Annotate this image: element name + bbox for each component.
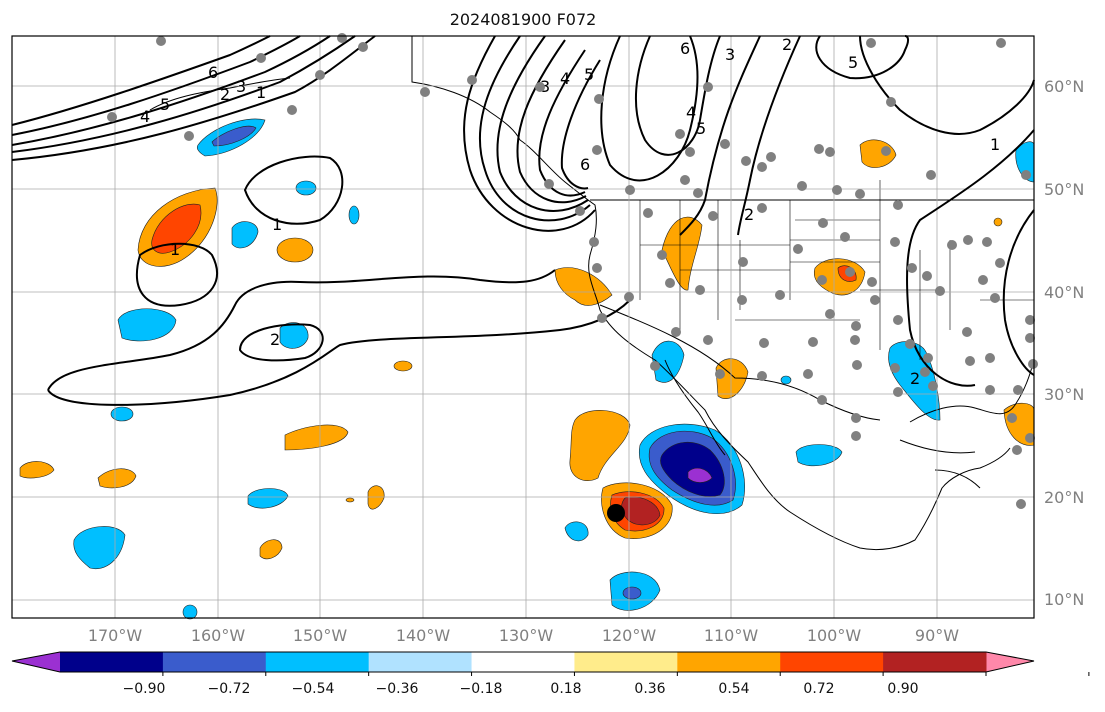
contour-label: 6 — [208, 63, 218, 82]
lat-label: 20°N — [1044, 488, 1085, 507]
colorbar-tick-label: −0.90 — [122, 681, 166, 697]
contour-label: 6 — [580, 155, 590, 174]
contour-label: 6 — [680, 39, 690, 58]
contour-label: 1 — [170, 240, 180, 259]
contour-label: 3 — [236, 77, 246, 96]
colorbar-tick-label: −0.54 — [291, 681, 335, 697]
colorbar-bin — [162, 652, 267, 672]
colorbar-tick-label: 0.36 — [634, 681, 666, 697]
map-title: 2024081900 F072 — [449, 10, 597, 29]
colorbar-bin — [265, 652, 370, 672]
lon-label: 160°W — [190, 626, 246, 645]
colorbar-bin — [780, 652, 884, 672]
colorbar-tick-label: 0.54 — [718, 681, 750, 697]
contour-label: 1 — [990, 135, 1000, 154]
lat-label: 60°N — [1044, 77, 1085, 96]
contour-label: 4 — [140, 107, 150, 126]
contour-label: 1 — [256, 83, 266, 102]
contour-label: 5 — [160, 95, 170, 114]
colorbar-bin — [471, 652, 575, 672]
contour-label: 1 — [272, 215, 282, 234]
contour-label: 3 — [540, 77, 550, 96]
colorbar-tick-label: −0.18 — [459, 681, 503, 697]
contour-label: 2 — [910, 369, 920, 388]
lon-label: 120°W — [601, 626, 657, 645]
colorbar-bin — [368, 652, 473, 672]
contour-label: 2 — [744, 205, 754, 224]
lon-label: 100°W — [806, 626, 862, 645]
lon-label: 170°W — [87, 626, 143, 645]
contour-label: 5 — [696, 119, 706, 138]
contour-lines — [11, 35, 1035, 406]
map-frame — [11, 35, 1035, 619]
colorbar-tick-label: 0.72 — [803, 681, 835, 697]
colorbar-outline — [11, 651, 1035, 673]
map-area — [12, 36, 1034, 618]
lon-label: 140°W — [395, 626, 451, 645]
colorbar-extend-high — [986, 652, 1034, 672]
lon-label: 130°W — [498, 626, 554, 645]
contour-label: 2 — [270, 330, 280, 349]
lon-label: 150°W — [292, 626, 348, 645]
colorbar-tick-label: −0.36 — [375, 681, 419, 697]
lon-label: 110°W — [703, 626, 759, 645]
lat-label: 10°N — [1044, 590, 1085, 609]
contour-label: 2 — [220, 85, 230, 104]
colorbar-tick-label: −0.72 — [207, 681, 251, 697]
lat-label: 30°N — [1044, 385, 1085, 404]
graticule — [12, 36, 1034, 618]
contour-label: 5 — [584, 65, 594, 84]
contour-labels: 4 5 6 3 1 2 1 1 2 3 4 5 6 6 3 2 4 5 5 2 … — [140, 35, 1000, 388]
lat-label: 50°N — [1044, 180, 1085, 199]
colorbar-tick-label: 0.90 — [887, 681, 919, 697]
colorbar-bin — [883, 652, 987, 672]
state-borders — [639, 180, 1034, 360]
colorbar-bin — [574, 652, 678, 672]
lat-label: 40°N — [1044, 283, 1085, 302]
contour-label: 4 — [560, 69, 570, 88]
contour-label: 2 — [782, 35, 792, 54]
colorbar-bin — [677, 652, 781, 672]
lon-label: 90°W — [914, 626, 960, 645]
colorbar-tick-label: 0.18 — [550, 681, 582, 697]
colorbar — [11, 651, 1090, 676]
colorbar-bin — [60, 652, 164, 672]
colorbar-extend-low — [12, 652, 60, 672]
contour-label: 4 — [686, 103, 696, 122]
contour-label: 5 — [848, 53, 858, 72]
contour-label: 3 — [725, 45, 735, 64]
target-marker — [607, 504, 625, 522]
